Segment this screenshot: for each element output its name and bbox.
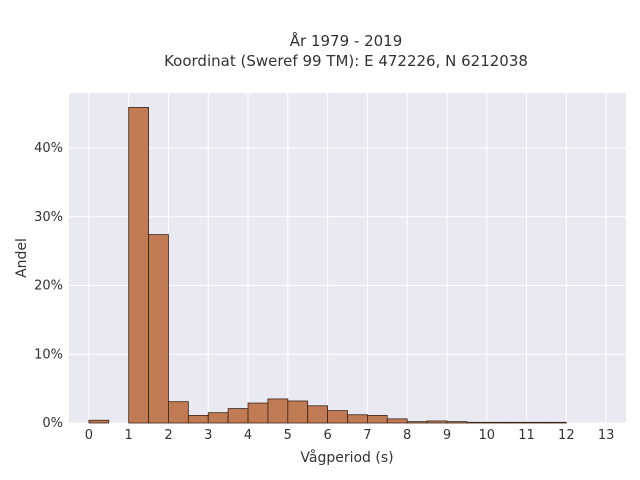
x-tick-label: 4 [244, 428, 252, 443]
histogram-bar [327, 410, 348, 424]
histogram-bar [406, 421, 428, 424]
x-tick-label: 11 [518, 428, 535, 443]
histogram-bar [506, 421, 527, 424]
x-tick-label: 0 [85, 428, 93, 443]
histogram-bar [187, 415, 209, 424]
y-axis-label: Andel [14, 238, 30, 278]
y-tick-label: 40% [34, 141, 63, 156]
x-tick-label: 13 [598, 428, 615, 443]
x-tick-label: 6 [323, 428, 331, 443]
y-tick-label: 10% [34, 347, 63, 362]
histogram-bar [526, 421, 547, 424]
histogram-bar [247, 402, 269, 424]
y-axis-ticks: 0% 10% 20% 30% 40% [34, 141, 63, 431]
x-tick-label: 5 [284, 428, 292, 443]
y-tick-label: 0% [42, 416, 63, 431]
histogram-bar [168, 401, 189, 424]
chart-subtitle: Koordinat (Sweref 99 TM): E 472226, N 62… [164, 52, 528, 70]
histogram-bar [386, 418, 408, 424]
histogram-bar [227, 408, 249, 424]
chart-title: År 1979 - 2019 [290, 31, 403, 50]
histogram-bar [287, 400, 309, 424]
x-tick-label: 8 [403, 428, 411, 443]
y-tick-label: 30% [34, 210, 63, 225]
histogram-bar [267, 398, 289, 424]
x-axis-ticks: 0 1 2 3 4 5 6 7 8 9 10 11 12 13 [85, 428, 615, 443]
histogram-bar [426, 420, 448, 424]
histogram-bar [128, 107, 149, 424]
histogram-bar [366, 415, 388, 424]
y-tick-label: 20% [34, 279, 63, 294]
bars [88, 107, 567, 424]
x-tick-label: 2 [164, 428, 172, 443]
histogram-bar [88, 419, 110, 424]
histogram-bar [546, 421, 567, 424]
x-tick-label: 1 [125, 428, 133, 443]
x-tick-label: 12 [558, 428, 575, 443]
histogram-bar [466, 421, 488, 424]
histogram-bar [307, 405, 329, 424]
histogram-bar [347, 414, 368, 424]
histogram-bar [486, 421, 508, 424]
x-tick-label: 3 [204, 428, 212, 443]
x-axis-label: Vågperiod (s) [300, 449, 393, 466]
x-tick-label: 10 [478, 428, 495, 443]
x-tick-label: 9 [443, 428, 451, 443]
histogram-bar [446, 421, 468, 424]
x-tick-label: 7 [363, 428, 371, 443]
histogram-bar [148, 234, 169, 424]
histogram-bar [207, 412, 229, 424]
